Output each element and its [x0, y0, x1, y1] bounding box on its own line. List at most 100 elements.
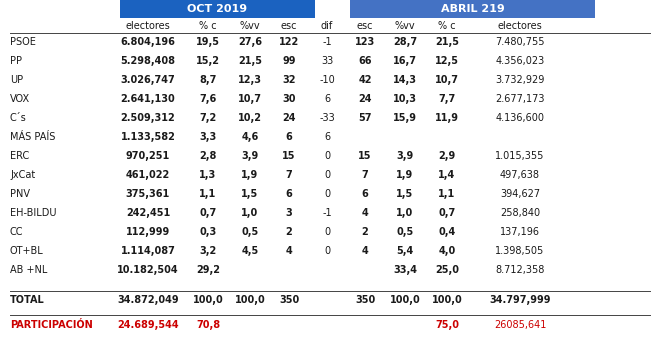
Text: 7: 7: [286, 170, 292, 180]
Text: 7,6: 7,6: [199, 94, 216, 104]
Text: 3,9: 3,9: [397, 151, 414, 161]
Text: 123: 123: [355, 37, 375, 47]
Text: 4: 4: [286, 246, 292, 256]
Text: %vv: %vv: [395, 21, 415, 31]
Text: dif: dif: [321, 21, 333, 31]
Text: 15: 15: [282, 151, 296, 161]
Text: 5,4: 5,4: [397, 246, 414, 256]
Text: 10,7: 10,7: [238, 94, 262, 104]
Text: 1,9: 1,9: [397, 170, 414, 180]
Text: 3.732,929: 3.732,929: [495, 75, 544, 85]
Text: 258,840: 258,840: [500, 208, 540, 218]
Text: 25,0: 25,0: [435, 265, 459, 275]
Text: 15: 15: [358, 151, 372, 161]
Text: 4,6: 4,6: [242, 132, 259, 142]
Bar: [120, 0, 315, 18]
Text: PNV: PNV: [10, 189, 30, 199]
Text: 1,1: 1,1: [438, 189, 455, 199]
Text: -10: -10: [319, 75, 335, 85]
Text: PSOE: PSOE: [10, 37, 36, 47]
Text: MÁS PAÍS: MÁS PAÍS: [10, 132, 55, 142]
Text: 1,4: 1,4: [438, 170, 455, 180]
Text: 2: 2: [362, 227, 368, 237]
Text: OT+BL: OT+BL: [10, 246, 44, 256]
Text: 10,2: 10,2: [238, 113, 262, 123]
Text: 497,638: 497,638: [500, 170, 540, 180]
Text: 30: 30: [282, 94, 296, 104]
Text: 1,0: 1,0: [397, 208, 414, 218]
Text: 34.872,049: 34.872,049: [117, 295, 179, 305]
Text: 0,5: 0,5: [242, 227, 259, 237]
Text: 1,5: 1,5: [397, 189, 414, 199]
Text: 4: 4: [362, 246, 368, 256]
Text: 0: 0: [324, 246, 330, 256]
Text: 0: 0: [324, 170, 330, 180]
Text: 350: 350: [355, 295, 375, 305]
Text: 2.641,130: 2.641,130: [121, 94, 176, 104]
Text: -1: -1: [322, 37, 332, 47]
Text: 1.398,505: 1.398,505: [496, 246, 544, 256]
Text: 4,5: 4,5: [242, 246, 259, 256]
Text: 10.182,504: 10.182,504: [117, 265, 179, 275]
Text: 4,0: 4,0: [438, 246, 455, 256]
Text: 75,0: 75,0: [435, 320, 459, 330]
Text: UP: UP: [10, 75, 23, 85]
Text: esc: esc: [357, 21, 374, 31]
Text: 6: 6: [286, 189, 292, 199]
Bar: [350, 0, 595, 18]
Text: CC: CC: [10, 227, 24, 237]
Text: 1.015,355: 1.015,355: [495, 151, 544, 161]
Text: 27,6: 27,6: [238, 37, 262, 47]
Text: 0,3: 0,3: [199, 227, 216, 237]
Text: JxCat: JxCat: [10, 170, 35, 180]
Text: esc: esc: [280, 21, 297, 31]
Text: 100,0: 100,0: [432, 295, 463, 305]
Text: 7: 7: [362, 170, 368, 180]
Text: 24.689,544: 24.689,544: [117, 320, 179, 330]
Text: 1,1: 1,1: [199, 189, 216, 199]
Text: 0,5: 0,5: [397, 227, 414, 237]
Text: 21,5: 21,5: [435, 37, 459, 47]
Text: 33,4: 33,4: [393, 265, 417, 275]
Text: 21,5: 21,5: [238, 56, 262, 66]
Text: 3: 3: [286, 208, 292, 218]
Text: 1,0: 1,0: [242, 208, 259, 218]
Text: 34.797,999: 34.797,999: [489, 295, 550, 305]
Text: 1,5: 1,5: [242, 189, 259, 199]
Text: 122: 122: [279, 37, 299, 47]
Text: 0: 0: [324, 227, 330, 237]
Text: PP: PP: [10, 56, 22, 66]
Text: % c: % c: [438, 21, 456, 31]
Text: 8,7: 8,7: [199, 75, 216, 85]
Text: EH-BILDU: EH-BILDU: [10, 208, 57, 218]
Text: OCT 2019: OCT 2019: [187, 4, 248, 14]
Text: 99: 99: [282, 56, 296, 66]
Text: %vv: %vv: [240, 21, 260, 31]
Text: VOX: VOX: [10, 94, 30, 104]
Text: 42: 42: [358, 75, 372, 85]
Text: electores: electores: [125, 21, 170, 31]
Text: 12,3: 12,3: [238, 75, 262, 85]
Text: TOTAL: TOTAL: [10, 295, 45, 305]
Text: 350: 350: [279, 295, 299, 305]
Text: 1.133,582: 1.133,582: [121, 132, 176, 142]
Text: 2.677,173: 2.677,173: [495, 94, 544, 104]
Text: 100,0: 100,0: [234, 295, 265, 305]
Text: 14,3: 14,3: [393, 75, 417, 85]
Text: 1,3: 1,3: [199, 170, 216, 180]
Text: 15,9: 15,9: [393, 113, 417, 123]
Text: % c: % c: [199, 21, 217, 31]
Text: 26085,641: 26085,641: [494, 320, 546, 330]
Text: 4.136,600: 4.136,600: [496, 113, 544, 123]
Text: 29,2: 29,2: [196, 265, 220, 275]
Text: 112,999: 112,999: [126, 227, 170, 237]
Text: 6: 6: [286, 132, 292, 142]
Text: 57: 57: [358, 113, 372, 123]
Text: 7.480,755: 7.480,755: [495, 37, 544, 47]
Text: 24: 24: [358, 94, 372, 104]
Text: 3,2: 3,2: [199, 246, 216, 256]
Text: 394,627: 394,627: [500, 189, 540, 199]
Text: 16,7: 16,7: [393, 56, 417, 66]
Text: 12,5: 12,5: [435, 56, 459, 66]
Text: 375,361: 375,361: [126, 189, 170, 199]
